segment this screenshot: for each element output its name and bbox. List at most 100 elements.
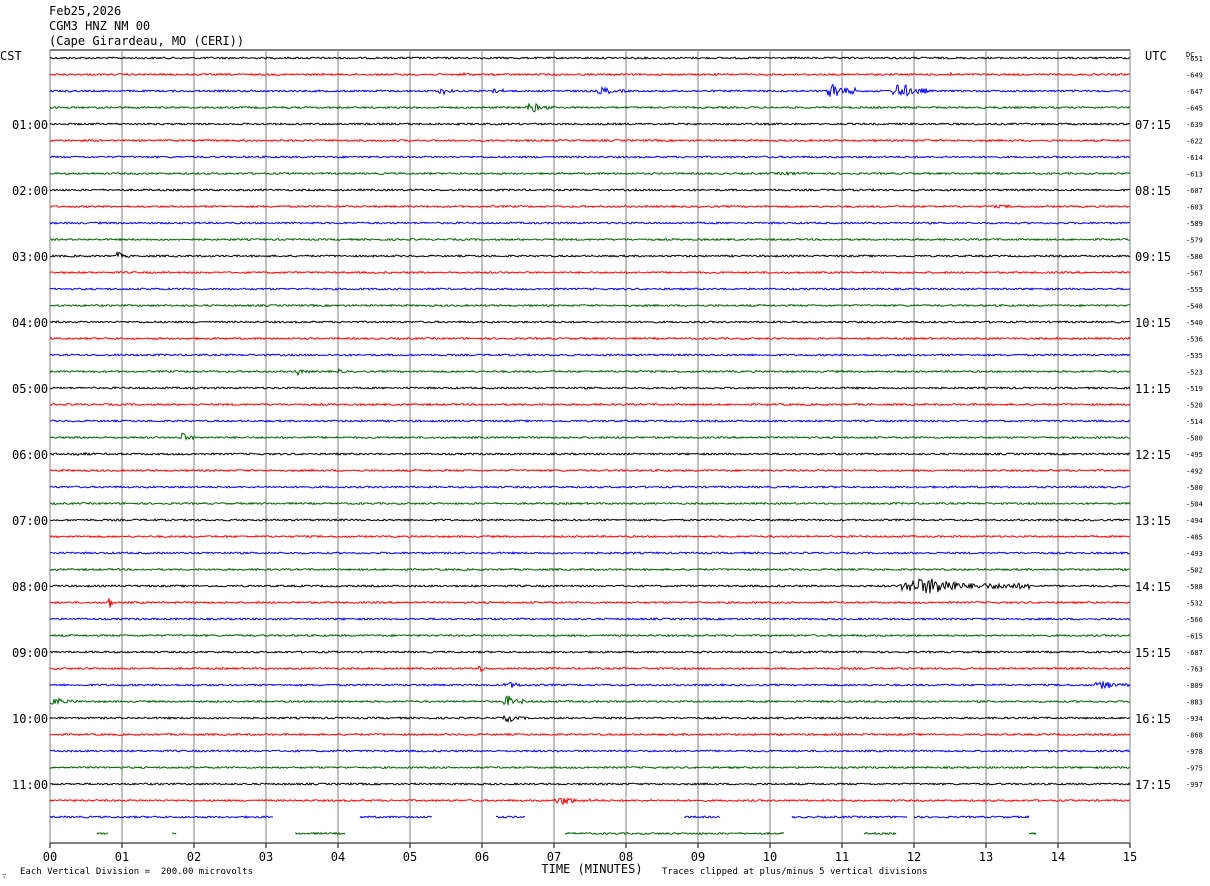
dc-offset-label: -687 (1186, 649, 1203, 657)
x-tick-label: 06 (475, 850, 489, 864)
trace-line (49, 567, 1130, 572)
left-hour-label: 05:00 (12, 382, 48, 396)
dc-offset-label: -645 (1186, 105, 1203, 113)
trace-line (495, 815, 526, 819)
chart-header: Feb25,2026 CGM3 HNZ NM 00 (Cape Girardea… (49, 4, 244, 49)
x-tick-label: 10 (763, 850, 777, 864)
right-hour-label: 11:15 (1135, 382, 1171, 396)
trace-line (49, 237, 1131, 242)
chart-date: Feb25,2026 (49, 4, 122, 18)
x-tick-label: 15 (1123, 850, 1137, 864)
dc-offset-label: -540 (1186, 319, 1203, 327)
dc-offset-label: -997 (1186, 781, 1203, 789)
trace-line (49, 665, 1131, 673)
x-tick-label: 09 (691, 850, 705, 864)
dc-offset-label: -651 (1186, 55, 1203, 63)
trace-line (49, 782, 1131, 786)
dc-offset-label: -647 (1186, 88, 1203, 96)
trace-line (49, 386, 1131, 390)
trace-line (49, 695, 1131, 706)
right-hour-label: 10:15 (1135, 316, 1171, 330)
trace-line (49, 617, 1131, 621)
trace-line (49, 336, 1131, 341)
trace-line (49, 598, 1131, 608)
dc-offset-label: -579 (1186, 237, 1203, 245)
trace-line (49, 138, 1131, 143)
trace-line (49, 56, 1131, 60)
trace-line (863, 831, 897, 836)
dc-offset-label: -532 (1186, 600, 1203, 608)
traces (49, 56, 1131, 836)
trace-line (49, 419, 1131, 423)
x-tick-label: 02 (187, 850, 201, 864)
x-tick-label: 08 (619, 850, 633, 864)
left-hour-label: 02:00 (12, 184, 48, 198)
dc-offset-label: -523 (1186, 369, 1203, 377)
x-tick-label: 11 (835, 850, 849, 864)
trace-line (96, 832, 109, 836)
trace-line (49, 155, 1131, 159)
trace-line (1028, 831, 1037, 836)
footer-scale-note: Each Vertical Division = 200.00 microvol… (20, 867, 253, 877)
x-axis-title: TIME (MINUTES) (541, 862, 642, 876)
trace-line (49, 551, 1130, 555)
trace-line (49, 122, 1131, 126)
x-tick-label: 05 (403, 850, 417, 864)
x-tick-label: 01 (115, 850, 129, 864)
dc-offset-label: -580 (1186, 253, 1203, 261)
trace-line (913, 815, 1030, 819)
trace-line (50, 250, 1131, 259)
dc-offset-label: -535 (1186, 352, 1203, 360)
trace-line (49, 353, 1131, 357)
trace-line (49, 188, 1130, 192)
x-tick-label: 00 (43, 850, 57, 864)
left-hour-label: 11:00 (12, 778, 48, 792)
dc-offset-label: -555 (1186, 286, 1203, 294)
dc-offset-label: -589 (1186, 220, 1203, 228)
x-tick-label: 04 (331, 850, 345, 864)
x-tick-label: 13 (979, 850, 993, 864)
dc-offset-label: -809 (1186, 682, 1203, 690)
dc-offset-label: -607 (1186, 187, 1203, 195)
trace-line (49, 451, 1131, 457)
right-hour-label: 15:15 (1135, 646, 1171, 660)
trace-line (49, 765, 1131, 770)
trace-line (49, 578, 1131, 594)
trace-line (49, 368, 1131, 377)
dc-offset-label: -500 (1186, 484, 1203, 492)
right-hour-label: 08:15 (1135, 184, 1171, 198)
trace-line (49, 485, 1131, 489)
trace-line (49, 650, 1131, 654)
dc-offset-label: -519 (1186, 385, 1203, 393)
dc-offset-label: -504 (1186, 501, 1203, 509)
right-hour-label: 09:15 (1135, 250, 1171, 264)
plot-frame (49, 49, 1131, 844)
trace-line (49, 270, 1131, 275)
dc-offset-label: -883 (1186, 699, 1203, 707)
dc-offset-label: -493 (1186, 550, 1203, 558)
trace-line (49, 633, 1131, 638)
labels: 00 01 02 03 04 05 06 07 08 09 10 11 12 13 14 15 TIME (MI… (0, 49, 1203, 876)
trace-line (49, 432, 1131, 441)
dc-offset-label: -649 (1186, 72, 1203, 80)
dc-offset-label: -536 (1186, 336, 1203, 344)
trace-line (49, 320, 1131, 324)
dc-offset-label: -763 (1186, 666, 1203, 674)
dc-offset-label: -494 (1186, 517, 1203, 525)
trace-line (171, 832, 177, 835)
dc-offset-label: -622 (1186, 138, 1203, 146)
left-hour-label: 01:00 (12, 118, 48, 132)
dc-offset-label: -975 (1186, 765, 1203, 773)
dc-offset-label: -502 (1186, 567, 1203, 575)
dc-offset-label: -614 (1186, 154, 1203, 162)
grid (49, 49, 1131, 848)
trace-line (49, 287, 1131, 291)
left-hour-label: 10:00 (12, 712, 48, 726)
trace-line (49, 204, 1131, 209)
trace-line (49, 501, 1131, 506)
right-hour-label: 12:15 (1135, 448, 1171, 462)
dc-offset-label: -934 (1186, 715, 1203, 723)
corner-mark: ∵ (2, 872, 7, 880)
dc-offset-label: -566 (1186, 616, 1203, 624)
trace-line (294, 831, 346, 836)
